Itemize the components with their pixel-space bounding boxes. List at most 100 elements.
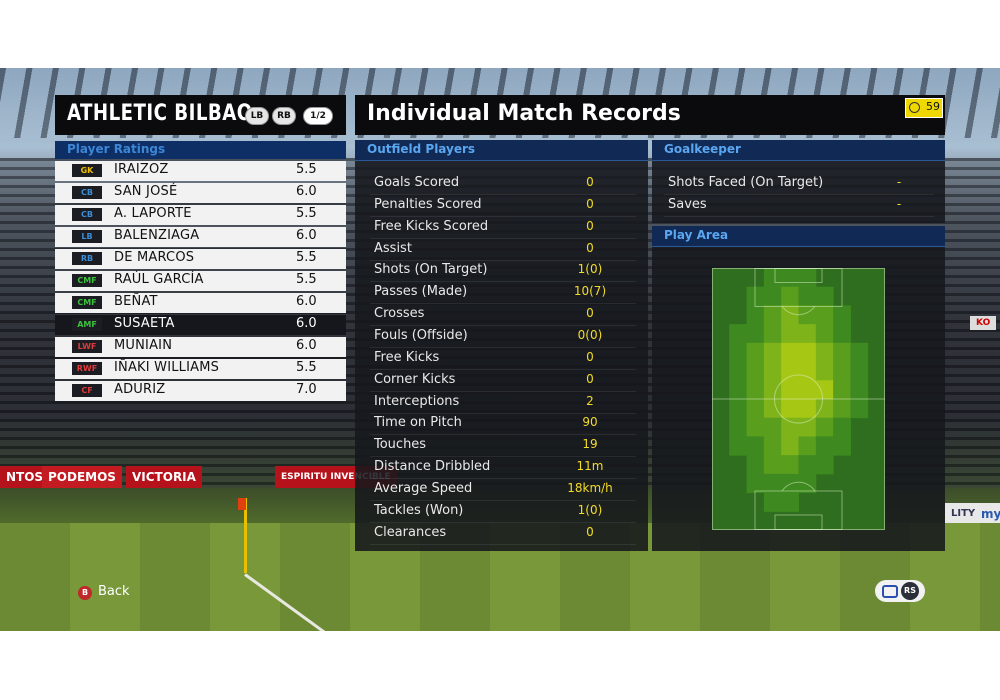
player-row[interactable]: LB BALENZIAGA 6.0 — [55, 227, 346, 247]
rs-button-icon: RS — [901, 582, 919, 600]
player-row[interactable]: CMF BEÑAT 6.0 — [55, 293, 346, 313]
outfield-stats-panel: Goals Scored 0 Penalties Scored 0 Free Kicks… — [355, 161, 648, 551]
stat-label: Corner Kicks — [374, 371, 456, 387]
rb-button[interactable]: RB — [272, 107, 296, 125]
player-name: IRAIZOZ — [114, 162, 169, 177]
heatmap-cell — [763, 455, 782, 475]
heatmap-cell — [746, 436, 765, 456]
player-rating: 5.5 — [296, 360, 317, 375]
team-name: ATHLETIC BILBAO — [67, 101, 253, 126]
heatmap-cell — [798, 473, 817, 494]
stat-label: Passes (Made) — [374, 284, 468, 300]
player-row[interactable]: CF ADURIZ 7.0 — [55, 381, 346, 401]
heatmap-cell — [763, 268, 782, 288]
player-row[interactable]: GK IRAIZOZ 5.5 — [55, 161, 346, 181]
lb-button[interactable]: LB — [245, 107, 269, 125]
position-badge: RWF — [72, 362, 102, 375]
heatmap-cell — [798, 380, 817, 400]
heatmap-cell — [815, 455, 834, 475]
heatmap-cell — [763, 417, 782, 437]
stat-value: 0 — [586, 524, 594, 539]
player-row[interactable]: CB A. LAPORTE 5.5 — [55, 205, 346, 225]
heatmap-cell — [763, 399, 782, 419]
player-name: MUNIAIN — [114, 338, 173, 353]
position-badge: CB — [72, 186, 102, 199]
heatmap-cell — [781, 361, 799, 381]
heatmap-cell — [833, 436, 851, 456]
player-row[interactable]: RB DE MARCOS 5.5 — [55, 249, 346, 269]
heatmap-cell — [781, 399, 799, 419]
player-row[interactable]: CMF RAÚL GARCÍA 5.5 — [55, 271, 346, 291]
position-badge: CMF — [72, 274, 102, 287]
match-timer: 59 — [905, 98, 943, 118]
heatmap-cell — [746, 305, 765, 325]
heatmap-cell — [729, 342, 748, 363]
chat-rs-button[interactable]: RS — [875, 580, 925, 602]
team-header: ATHLETIC BILBAO LB RB 1/2 — [55, 95, 346, 135]
outfield-title: Outfield Players — [367, 142, 476, 156]
position-badge: LWF — [72, 340, 102, 353]
heatmap-cell — [798, 324, 817, 344]
stat-label: Free Kicks — [374, 349, 440, 365]
heatmap-cell — [815, 305, 834, 325]
heatmap-cell — [833, 324, 851, 344]
position-badge: LB — [72, 230, 102, 243]
heatmap-cell — [798, 361, 817, 381]
heatmap-cell — [746, 399, 765, 419]
stat-row: Fouls (Offside) 0(0) — [370, 326, 636, 348]
stat-label: Average Speed — [374, 480, 473, 496]
chat-icon — [882, 585, 898, 598]
player-rating: 6.0 — [296, 316, 317, 331]
player-rating: 5.5 — [296, 162, 317, 177]
heatmap-cell — [798, 268, 817, 288]
heatmap-cell — [833, 305, 851, 325]
gk-stat-label: Saves — [668, 197, 707, 212]
stat-row: Assist 0 — [370, 239, 636, 261]
stat-value: 0 — [586, 306, 594, 321]
player-rating: 6.0 — [296, 338, 317, 353]
player-rating: 5.5 — [296, 272, 317, 287]
heatmap-cell — [781, 286, 799, 306]
stat-label: Distance Dribbled — [374, 459, 491, 475]
play-area-title: Play Area — [664, 228, 729, 242]
player-name: BEÑAT — [114, 294, 158, 309]
b-button-icon: B — [78, 586, 92, 600]
player-row[interactable]: LWF MUNIAIN 6.0 — [55, 337, 346, 357]
stat-row: Average Speed 18km/h — [370, 479, 636, 501]
player-list: GK IRAIZOZ 5.5 CB SAN JOSÉ 6.0 CB A. LAPORTE 5.5… — [55, 161, 346, 403]
heatmap-cell — [781, 324, 799, 344]
stat-value: 19 — [582, 437, 598, 452]
stat-value: 0 — [586, 175, 594, 189]
stat-label: Shots (On Target) — [374, 262, 488, 278]
stat-value: 0 — [586, 218, 594, 233]
player-name: SAN JOSÉ — [114, 184, 178, 199]
stat-row: Penalties Scored 0 — [370, 195, 636, 217]
player-rating: 6.0 — [296, 228, 317, 243]
heatmap-cell — [781, 417, 799, 437]
player-name: DE MARCOS — [114, 250, 195, 265]
goalkeeper-title: Goalkeeper — [664, 142, 741, 156]
stat-row: Crosses 0 — [370, 304, 636, 327]
play-area-heatmap — [712, 268, 885, 530]
goalkeeper-header: Goalkeeper — [652, 140, 945, 161]
heatmap-cell — [781, 455, 799, 475]
stat-value: 1(0) — [577, 502, 603, 517]
heatmap-cell — [763, 436, 782, 456]
play-area-header: Play Area — [652, 226, 945, 247]
player-rating: 6.0 — [296, 184, 317, 199]
heatmap-cell — [729, 324, 748, 344]
heatmap-cell — [763, 286, 782, 306]
heatmap-cell — [746, 380, 765, 400]
player-row[interactable]: CB SAN JOSÉ 6.0 — [55, 183, 346, 203]
heatmap-cell — [763, 492, 782, 512]
stat-label: Free Kicks Scored — [374, 218, 489, 234]
player-row[interactable]: AMF SUSAETA 6.0 — [55, 315, 346, 335]
stat-value: 0 — [586, 371, 594, 386]
player-ratings-title: Player Ratings — [67, 142, 166, 156]
heatmap-cell — [833, 417, 851, 437]
heatmap-cell — [815, 380, 834, 400]
player-row[interactable]: RWF IÑAKI WILLIAMS 5.5 — [55, 359, 346, 379]
stat-label: Tackles (Won) — [374, 502, 464, 518]
heatmap-cell — [729, 361, 748, 381]
heatmap-cell — [781, 380, 799, 400]
